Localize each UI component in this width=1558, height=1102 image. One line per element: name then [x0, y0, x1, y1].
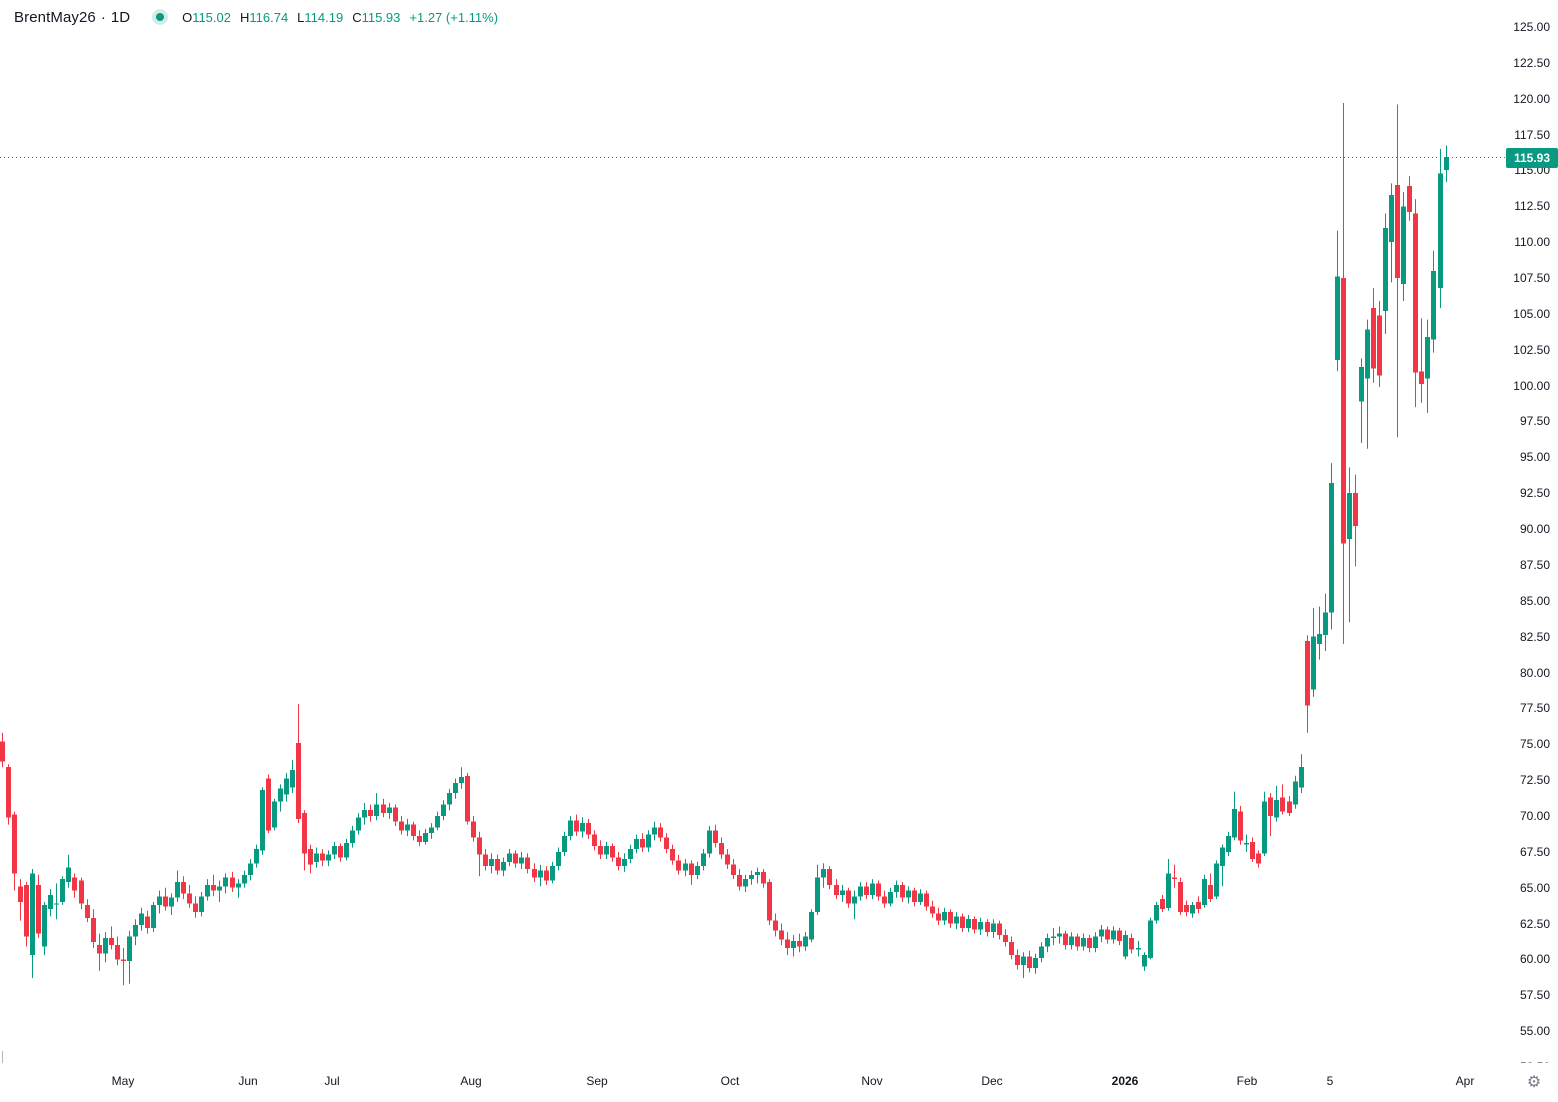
price-scale-label: 125.00: [1513, 20, 1550, 34]
price-scale-label: 90.00: [1519, 522, 1550, 537]
dot-core: [156, 13, 165, 21]
price-scale-label: 77.50: [1519, 701, 1550, 716]
price-scale-label: 117.50: [1514, 127, 1550, 142]
price-scale-label: 110.00: [1514, 235, 1550, 250]
price-scale-label: 122.50: [1513, 55, 1550, 70]
price-scale-label: 82.50: [1519, 629, 1550, 644]
legend: BrentMay26 · 1D O115.02 H116.74 L114.19 …: [14, 6, 498, 28]
time-scale-label: Jul: [324, 1074, 340, 1088]
ohlc-values: O115.02 H116.74 L114.19 C115.93 +1.27 (+…: [182, 10, 498, 25]
time-scale-label: Sep: [586, 1074, 608, 1088]
time-scale-label: 5: [1326, 1074, 1334, 1088]
price-scale-label: 65.00: [1519, 880, 1550, 895]
price-scale-label: 85.00: [1519, 593, 1550, 608]
close-value: 115.93: [361, 9, 401, 25]
price-scale-label: 60.00: [1519, 952, 1550, 967]
symbol-name[interactable]: BrentMay26: [14, 8, 96, 26]
open-label: O: [182, 9, 193, 25]
price-scale-label: 70.00: [1519, 808, 1550, 823]
time-scale-label: Jun: [238, 1074, 258, 1088]
current-price-badge: 115.93: [1506, 147, 1558, 168]
market-status-dot-icon[interactable]: [152, 9, 169, 25]
time-scale-label: Aug: [460, 1074, 482, 1088]
time-scale-label: 2026: [1111, 1074, 1139, 1088]
chart-canvas[interactable]: [0, 0, 1558, 1063]
price-scale-label: 80.00: [1519, 665, 1550, 680]
low-label: L: [297, 9, 305, 25]
open-value: 115.02: [192, 9, 231, 25]
time-scale-label: Feb: [1236, 1074, 1258, 1088]
price-scale-label: 55.00: [1519, 1024, 1550, 1039]
price-scale-label: 67.50: [1519, 844, 1550, 859]
price-scale-label: 62.50: [1519, 916, 1550, 931]
price-scale-label: 97.50: [1519, 414, 1550, 429]
time-scale[interactable]: May Jun Jul Aug Sep Oct Nov Dec 2026 Feb 5 Apr: [0, 1063, 1558, 1102]
price-scale[interactable]: 125.00 122.50 120.00 117.50 115.00 112.50 110.…: [1500, 0, 1558, 1074]
price-scale-label: 112.50: [1514, 199, 1550, 214]
price-scale-label: 57.50: [1519, 988, 1550, 1003]
time-scale-label: May: [111, 1074, 135, 1088]
legend-separator: ·: [100, 8, 106, 26]
high-label: H: [239, 9, 250, 25]
interval-label[interactable]: 1D: [110, 8, 131, 26]
price-scale-label: 120.00: [1513, 91, 1550, 106]
close-label: C: [352, 9, 362, 25]
time-axis-edge-tick: [2, 1051, 3, 1071]
time-scale-label: Dec: [981, 1074, 1003, 1088]
price-scale-label: 75.00: [1519, 737, 1550, 752]
settings-gear-icon[interactable]: ⚙︎: [1526, 1074, 1542, 1091]
high-value: 116.74: [249, 9, 289, 25]
price-scale-label: 102.50: [1513, 342, 1550, 357]
low-value: 114.19: [304, 9, 344, 25]
time-scale-label: Apr: [1455, 1074, 1475, 1088]
time-scale-label: Nov: [861, 1074, 883, 1088]
price-scale-label: 87.50: [1519, 557, 1550, 572]
price-scale-label: 72.50: [1519, 773, 1550, 788]
time-scale-label: Oct: [720, 1074, 740, 1088]
price-scale-label: 105.00: [1513, 306, 1550, 321]
price-scale-label: 95.00: [1519, 450, 1550, 465]
price-scale-label: 107.50: [1513, 271, 1550, 286]
price-scale-label: 92.50: [1519, 486, 1550, 501]
change-value: +1.27 (+1.11%): [409, 9, 499, 25]
price-scale-label: 100.00: [1513, 378, 1550, 393]
